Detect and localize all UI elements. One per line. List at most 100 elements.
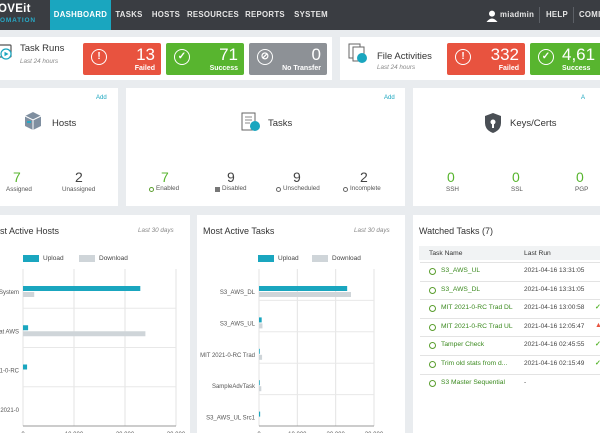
file-activities-card: File Activities Last 24 hours ! 332 Fail… (340, 37, 600, 80)
nav-dashboard[interactable]: DASHBOARD (50, 0, 111, 30)
upload-bar (259, 348, 260, 354)
legend-upload-label: Upload (43, 255, 64, 262)
upload-bar (23, 286, 141, 291)
watched-table-header (419, 246, 600, 260)
legend-upload-swatch (23, 255, 39, 262)
table-row[interactable]: Trim old stats from d... 2021-04-16 02:15… (420, 355, 600, 373)
file-failed-label: Failed (498, 65, 519, 72)
task-runs-subtitle: Last 24 hours (20, 58, 59, 65)
check-icon: ✓ (595, 360, 600, 367)
unscheduled-icon (276, 187, 281, 192)
task-runs-failed-tile[interactable]: ! 13 Failed (83, 43, 161, 75)
tasks-incomplete-count[interactable]: 2 (360, 169, 368, 185)
hosts-assigned-count[interactable]: 7 (13, 169, 21, 185)
user-icon (486, 9, 498, 22)
legend-upload-label: Upload (278, 255, 299, 262)
file-activities-icon (347, 42, 369, 64)
task-name-link[interactable]: S3_AWS_DL (441, 285, 481, 293)
nav-community[interactable]: COMI (579, 10, 600, 19)
category-label: System (0, 290, 19, 296)
tasks-add-link[interactable]: Add (384, 95, 395, 101)
check-icon: ✓ (538, 49, 554, 65)
logo-text: OVEit (0, 3, 31, 15)
nav-resources[interactable]: RESOURCES (186, 10, 240, 19)
column-last-run[interactable]: Last Run (524, 250, 551, 257)
check-icon: ✓ (595, 304, 600, 312)
check-circle-icon (429, 379, 436, 387)
task-name-link[interactable]: Trim old stats from d... (441, 360, 508, 367)
active-tasks-title: Most Active Tasks (203, 226, 275, 236)
keys-card: A Keys/Certs 0 SSH 0 SSL 0 PGP (413, 88, 600, 206)
tasks-enabled-count[interactable]: 7 (161, 169, 169, 185)
category-label: SampleAdvTask (212, 384, 256, 390)
table-row[interactable]: S3_AWS_DL 2021-04-16 13:31:05 (420, 280, 600, 299)
active-hosts-chart: 010,00020,00030,000Systemat AWS21-0-RC20… (0, 215, 190, 433)
tasks-unscheduled-count[interactable]: 9 (293, 169, 301, 185)
category-label: S3_AWS_DL (220, 290, 256, 296)
column-task-name[interactable]: Task Name (429, 250, 463, 257)
category-label: MIT 2021-0-RC Trad (200, 353, 255, 359)
tasks-unscheduled-label: Unscheduled (283, 185, 320, 192)
tasks-disabled-count[interactable]: 9 (227, 169, 235, 185)
check-icon: ✓ (174, 49, 190, 65)
download-bar (259, 354, 263, 360)
hosts-add-link[interactable]: Add (96, 95, 107, 101)
check-circle-icon (429, 305, 436, 313)
last-run-time: 2021-04-16 02:45:55 (524, 341, 585, 349)
task-name-link[interactable]: MIT 2021-0-RC Trad DL (441, 304, 513, 312)
table-row[interactable]: S3_AWS_UL 2021-04-16 13:31:05 (420, 262, 600, 280)
check-icon: ✓ (595, 341, 600, 349)
file-activities-success-tile[interactable]: ✓ 4,61 Success (530, 43, 600, 75)
hosts-unassigned-count[interactable]: 2 (75, 169, 83, 185)
task-name-link[interactable]: S3 Master Sequential (441, 378, 505, 386)
keys-ssl-count[interactable]: 0 (512, 169, 520, 185)
upload-bar (259, 380, 260, 386)
keys-pgp-count[interactable]: 0 (576, 169, 584, 185)
active-hosts-title: st Active Hosts (0, 226, 60, 236)
upload-bar (23, 325, 29, 331)
task-name-link[interactable]: MIT 2021-0-RC Trad UL (441, 322, 513, 330)
nav-help[interactable]: HELP (546, 10, 568, 19)
alert-icon: ! (91, 49, 107, 65)
file-failed-count: 332 (490, 45, 519, 64)
last-run-time: 2021-04-16 13:31:05 (524, 285, 585, 293)
table-row[interactable]: S3 Master Sequential - (420, 373, 600, 392)
keys-add-link[interactable]: A (581, 95, 586, 101)
download-bar (259, 323, 263, 329)
nav-divider (573, 7, 574, 23)
download-bar (259, 386, 262, 392)
keys-ssh-label: SSH (446, 186, 459, 193)
nav-divider (539, 7, 540, 23)
task-runs-no-transfer-tile[interactable]: ⊘ 0 No Transfer (249, 43, 327, 75)
nav-hosts[interactable]: HOSTS (151, 10, 181, 19)
category-label: at AWS (0, 329, 19, 335)
nav-tasks[interactable]: TASKS (115, 10, 143, 19)
success-label: Success (209, 65, 238, 72)
nav-reports[interactable]: REPORTS (245, 10, 285, 19)
watched-tasks-card: Watched Tasks (7) Task Name Last Run (413, 215, 600, 433)
moveit-logo[interactable]: OVEit OMATION (0, 0, 50, 30)
file-activities-failed-tile[interactable]: ! 332 Failed (447, 43, 525, 75)
hosts-assigned-label: Assigned (6, 186, 32, 193)
file-success-count: 4,61 (562, 45, 596, 64)
shield-icon (483, 112, 503, 134)
nav-system[interactable]: SYSTEM (294, 10, 328, 19)
upload-bar (259, 317, 262, 323)
category-label: 21-0-RC (0, 369, 20, 375)
last-run-time: - (524, 378, 527, 386)
task-name-link[interactable]: Tamper Check (441, 341, 485, 349)
task-runs-icon (0, 43, 14, 60)
keys-ssh-count[interactable]: 0 (447, 169, 455, 185)
last-run-time: 2021-04-16 13:00:58 (524, 304, 585, 312)
no-transfer-count: 0 (311, 45, 321, 64)
table-row[interactable]: Tamper Check 2021-04-16 02:45:55 ✓ (420, 336, 600, 354)
disabled-icon (215, 187, 220, 192)
table-row[interactable]: MIT 2021-0-RC Trad DL 2021-04-16 13:00:58… (420, 299, 600, 317)
user-menu[interactable]: miadmin (500, 10, 535, 19)
task-runs-success-tile[interactable]: ✓ 71 Success (166, 43, 244, 75)
upload-bar (259, 286, 348, 291)
tasks-chart-svg: 010,00020,00030,000S3_AWS_DLS3_AWS_ULMIT… (200, 269, 384, 433)
failed-count: 13 (136, 45, 155, 64)
task-name-link[interactable]: S3_AWS_UL (441, 267, 481, 274)
table-row[interactable]: MIT 2021-0-RC Trad UL 2021-04-16 12:05:47… (420, 317, 600, 336)
